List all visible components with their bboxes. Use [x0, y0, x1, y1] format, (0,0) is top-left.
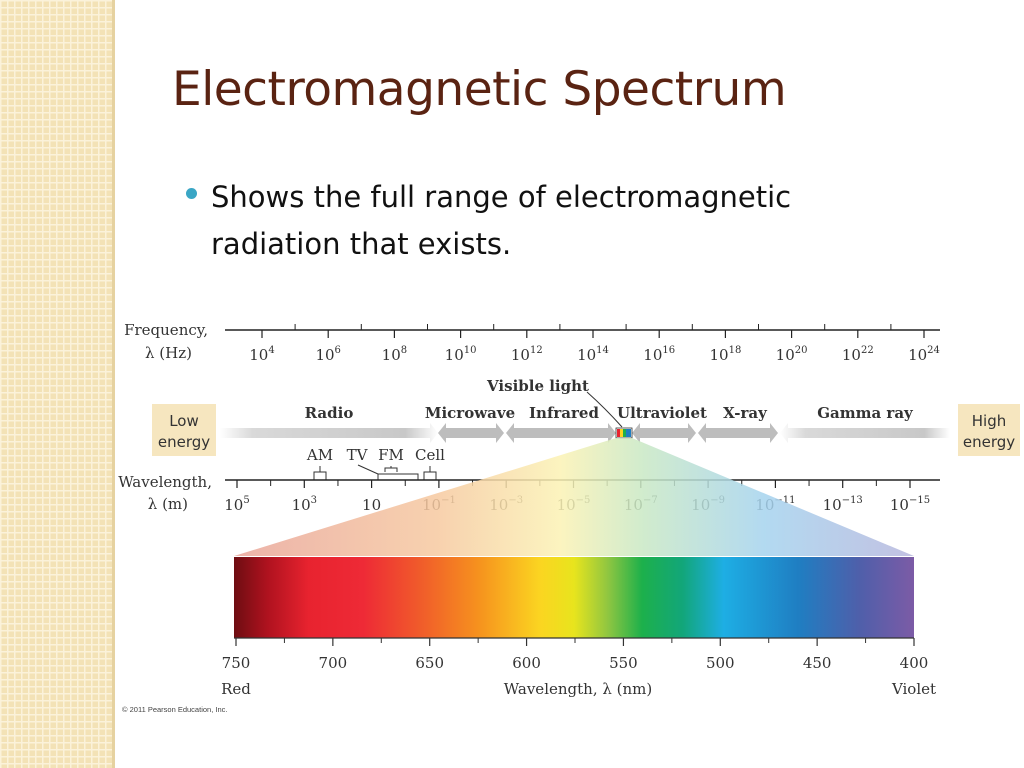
infrared-arrow	[506, 423, 616, 443]
region-microwave: Microwave	[425, 404, 515, 422]
wavelength-tick-label: 10−15	[890, 495, 930, 514]
frequency-tick-label: 1022	[842, 345, 874, 364]
copyright-text: © 2011 Pearson Education, Inc.	[122, 705, 227, 714]
frequency-tick-label: 1016	[643, 345, 675, 364]
low-energy-label-line2: energy	[158, 433, 210, 451]
wavelength-label-line2: λ (m)	[148, 495, 188, 513]
gamma-arrow	[780, 423, 950, 443]
radio-bands: AM TV FM Cell	[306, 446, 445, 480]
frequency-tick-label: 106	[315, 345, 340, 364]
frequency-tick-label: 1012	[511, 345, 543, 364]
low-energy-box	[152, 404, 216, 456]
nm-tick-label: 400	[900, 654, 929, 672]
red-label: Red	[221, 680, 251, 698]
nm-ticks: 750 700 650 600 550 500 450 400	[222, 638, 929, 672]
nm-axis-label: Wavelength, λ (nm)	[504, 680, 652, 698]
nm-tick-label: 650	[415, 654, 444, 672]
am-bracket	[313, 466, 327, 480]
region-xray: X-ray	[723, 404, 768, 422]
slide-title: Electromagnetic Spectrum	[172, 62, 787, 117]
region-infrared: Infrared	[529, 404, 599, 422]
visible-blue-segment	[626, 429, 631, 437]
visible-spectrum-bar	[234, 557, 914, 638]
region-labels: Radio Microwave Infrared Ultraviolet X-r…	[305, 377, 914, 428]
frequency-tick-label: 1024	[908, 345, 940, 364]
radio-arrow	[220, 423, 438, 443]
frequency-label-line1: Frequency,	[124, 321, 208, 339]
region-arrows	[220, 423, 950, 443]
visible-red-segment	[617, 429, 620, 437]
frequency-label-line2: λ (Hz)	[145, 344, 192, 362]
bullet-icon	[186, 188, 197, 199]
nm-tick-label: 700	[319, 654, 348, 672]
visible-yellow-segment	[620, 429, 623, 437]
decorative-sidebar	[0, 0, 112, 768]
xray-arrow	[698, 423, 778, 443]
visible-light-pointer	[586, 391, 623, 428]
low-energy-label-line1: Low	[169, 412, 199, 430]
wavelength-tick-label: 10−13	[823, 495, 863, 514]
bullet-text: Shows the full range of electromagnetic …	[211, 180, 792, 261]
frequency-tick-label: 1010	[445, 345, 477, 364]
frequency-tick-label: 1014	[577, 345, 609, 364]
region-ultraviolet: Ultraviolet	[617, 404, 707, 422]
tv-bracket	[357, 464, 419, 480]
frequency-tick-label: 1018	[709, 345, 741, 364]
region-radio: Radio	[305, 404, 354, 422]
frequency-axis: Frequency, λ (Hz) 104 106 108 1010 1012 1014 1…	[124, 321, 940, 364]
nm-tick-label: 450	[803, 654, 832, 672]
visible-green-segment	[623, 429, 626, 437]
frequency-tick-label: 1020	[776, 345, 808, 364]
band-cell: Cell	[415, 446, 445, 464]
wavelength-label-line1: Wavelength,	[118, 473, 212, 491]
nm-tick-label: 750	[222, 654, 251, 672]
band-tv: TV	[347, 446, 369, 464]
high-energy-label-line1: High	[972, 412, 1006, 430]
sidebar-edge	[112, 0, 115, 768]
visible-light-label: Visible light	[486, 377, 589, 395]
ultraviolet-arrow	[632, 423, 696, 443]
nm-tick-label: 600	[512, 654, 541, 672]
high-energy-label-line2: energy	[963, 433, 1015, 451]
wavelength-tick-label: 105	[224, 495, 249, 514]
band-am: AM	[306, 446, 333, 464]
fm-bracket	[384, 466, 398, 472]
cell-bracket	[423, 466, 437, 480]
frequency-tick-label: 108	[382, 345, 407, 364]
violet-label: Violet	[891, 680, 936, 698]
wavelength-tick-label: 103	[292, 495, 317, 514]
nm-tick-label: 500	[706, 654, 735, 672]
band-fm: FM	[378, 446, 404, 464]
frequency-tick-label: 104	[249, 345, 274, 364]
nm-tick-label: 550	[609, 654, 638, 672]
microwave-arrow	[438, 423, 504, 443]
frequency-ticks: 104 106 108 1010 1012 1014 1016 1018 1020 1022 102…	[249, 324, 940, 364]
region-gamma: Gamma ray	[817, 404, 914, 422]
wavelength-tick-label: 10	[362, 496, 381, 514]
high-energy-box	[958, 404, 1020, 456]
visible-expansion-fan	[234, 438, 914, 556]
